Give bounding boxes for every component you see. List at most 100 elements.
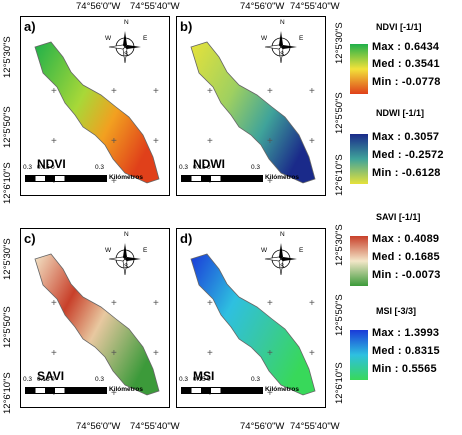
compass-s-label: S [280,51,285,58]
compass-rose-icon [264,31,297,64]
grid-cross: + [111,298,117,309]
scale-t1-label: 0.15 [193,376,206,383]
right-lat-label-5: 12°5'50"S [334,294,345,336]
compass-rose-icon [108,31,141,64]
legend-med: Med : 0.8315 [372,345,440,357]
map-name-label: MSI [193,369,215,383]
scale-t2-label: 0 [51,376,55,383]
left-lat-label-6: 12°6'10"S [2,372,13,414]
scale-t0-label: 0.3 [179,164,189,171]
scale-t2-label: 0 [207,164,211,171]
study-area-shape [34,41,160,184]
color-ramp [350,330,368,380]
map-name-label: NDVI [37,157,66,171]
legend-title: NDVI [-1/1] [376,22,422,32]
right-lat-label-2: 12°5'50"S [334,92,345,134]
grid-cross: + [153,136,159,147]
panel-letter: c) [24,231,36,246]
color-ramp [350,44,368,94]
bottom-lon-label-4: 74°55'40"W [290,421,340,432]
top-lon-label-4: 74°55'40"W [290,1,340,12]
compass-n-label: N [280,19,285,26]
grid-cross: + [111,176,117,187]
legend-min: Min : -0.6128 [372,167,441,179]
legend-max: Max : 0.4089 [372,233,440,245]
legend-max: Max : 0.6434 [372,41,440,53]
right-lat-label-6: 12°6'10"S [334,362,345,404]
scale-t0-label: 0.3 [179,376,189,383]
top-lon-label-3: 74°56'0"W [240,1,285,12]
scale-bar [181,175,263,182]
savi-map-svg [34,253,160,396]
legend-med: Med : -0.2572 [372,149,444,161]
compass-e-label: E [143,35,148,42]
scale-t1-label: 0.15 [37,164,50,171]
map-panel-ndvi: a) NDVI ++++++++NSWE0.30.1500.3Kilómetro… [20,16,170,196]
grid-cross: + [309,86,315,97]
ndvi-map-svg [34,41,160,184]
compass-s-label: S [280,263,285,270]
grid-cross: + [267,388,273,399]
compass-w-label: W [105,247,112,254]
legend-max: Max : 1.3993 [372,327,440,339]
map-panel-savi: c) SAVI ++++++++NSWE0.30.1500.3Kilómetro… [20,228,170,408]
compass-w-label: W [261,247,268,254]
top-lon-label-1: 74°56'0"W [76,1,121,12]
grid-cross: + [111,348,117,359]
grid-cross: + [111,136,117,147]
legend-min: Min : -0.0778 [372,76,441,88]
grid-cross: + [111,388,117,399]
grid-cross: + [51,86,57,97]
left-lat-label-3: 12°6'10"S [2,162,13,204]
compass-e-label: E [299,35,304,42]
scale-t2-label: 0 [207,376,211,383]
top-lon-label-2: 74°55'40"W [130,1,180,12]
bottom-lon-label-3: 74°56'0"W [240,421,285,432]
scale-t1-label: 0.15 [37,376,50,383]
bottom-lon-label-1: 74°56'0"W [76,421,121,432]
grid-cross: + [309,298,315,309]
grid-cross: + [207,348,213,359]
left-lat-label-1: 12°5'30"S [2,36,13,78]
map-panel-ndwi: b) NDWI ++++++++NSWE0.30.1500.3Kilómetro… [176,16,326,196]
scale-unit-label: Kilómetros [109,174,143,181]
grid-cross: + [207,86,213,97]
legend-med: Med : 0.3541 [372,58,440,70]
grid-cross: + [51,348,57,359]
grid-cross: + [153,86,159,97]
ndwi-map-svg [190,41,316,184]
legend-min: Min : 0.5565 [372,363,437,375]
left-lat-label-4: 12°5'30"S [2,238,13,280]
scale-bar [181,387,263,394]
msi-map-svg [190,253,316,396]
scale-t1-label: 0.15 [193,164,206,171]
legend-med: Med : 0.1685 [372,251,440,263]
compass-rose-icon [264,243,297,276]
right-lat-label-1: 12°5'30"S [334,22,345,64]
scale-unit-label: Kilómetros [109,386,143,393]
scale-t2-label: 0 [51,164,55,171]
grid-cross: + [267,176,273,187]
legend-title: SAVI [-1/1] [376,212,421,222]
scale-bar [25,387,107,394]
compass-s-label: S [124,51,129,58]
grid-cross: + [51,136,57,147]
compass-e-label: E [143,247,148,254]
bottom-lon-label-2: 74°55'40"W [130,421,180,432]
study-area-shape [190,41,316,184]
compass-n-label: N [124,19,129,26]
panel-letter: a) [24,19,36,34]
grid-cross: + [309,136,315,147]
map-name-label: SAVI [37,369,65,383]
study-area-shape [34,253,160,396]
grid-cross: + [153,298,159,309]
grid-cross: + [51,298,57,309]
grid-cross: + [267,348,273,359]
grid-cross: + [267,136,273,147]
compass-n-label: N [124,231,129,238]
scale-t3-label: 0.3 [251,164,261,171]
grid-cross: + [111,86,117,97]
legend-max: Max : 0.3057 [372,131,440,143]
left-lat-label-2: 12°5'50"S [2,106,13,148]
scale-unit-label: Kilómetros [265,174,299,181]
